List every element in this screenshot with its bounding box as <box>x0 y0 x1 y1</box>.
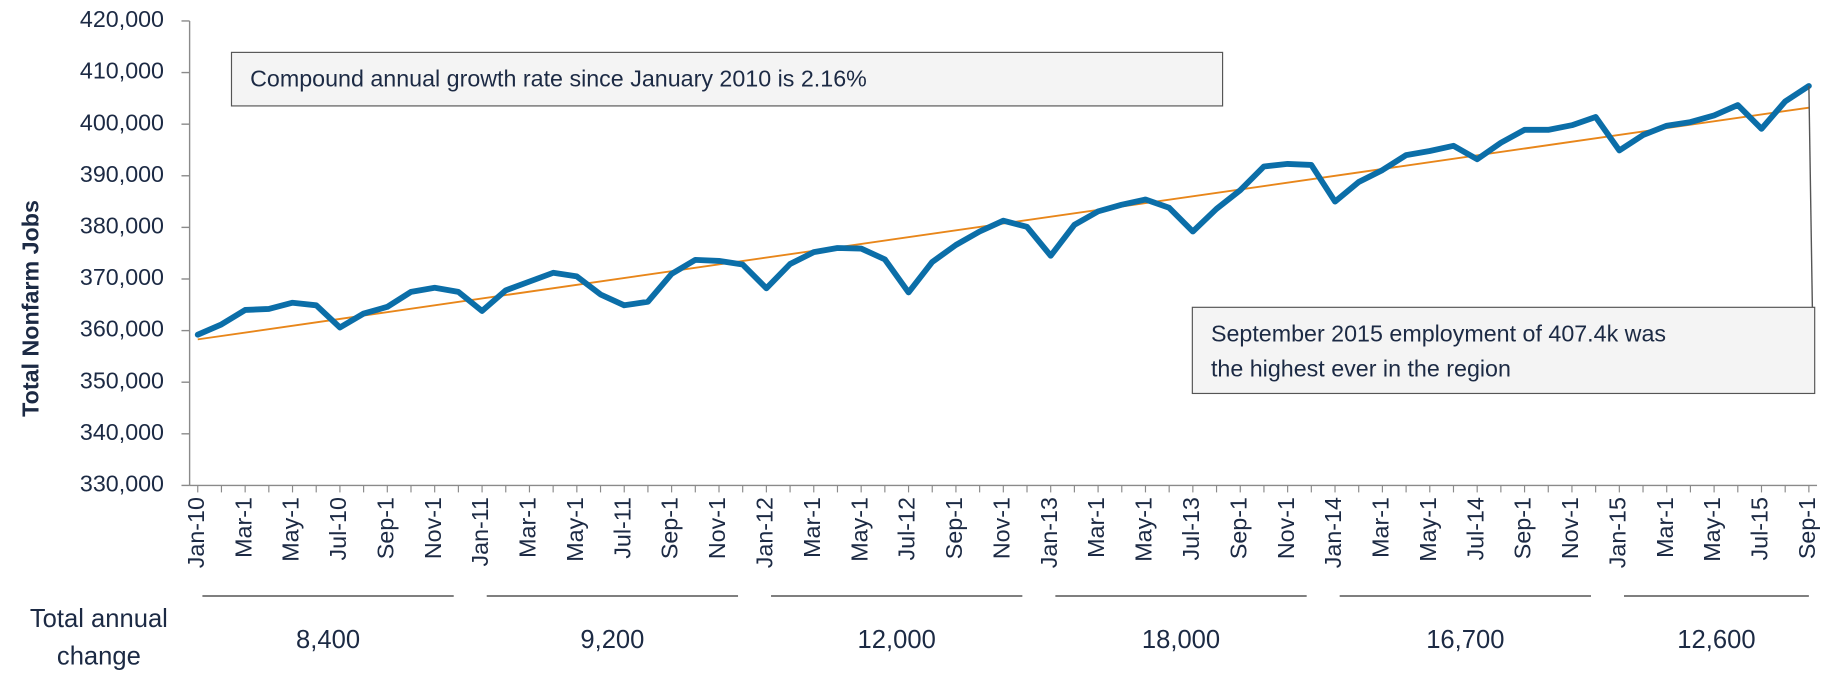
x-tick-label: May-1 <box>1415 497 1441 562</box>
annotation-leader <box>1808 85 1814 308</box>
x-tick-label: Nov-1 <box>420 497 446 559</box>
x-tick-label: Mar-1 <box>230 497 256 558</box>
annual-change-label: Total annual <box>30 605 168 633</box>
annual-change-value: 9,200 <box>580 626 644 654</box>
x-tick-label: Jul-10 <box>325 497 351 560</box>
annotation-text: the highest ever in the region <box>1211 355 1511 381</box>
x-tick-label: Jul-12 <box>894 497 920 560</box>
x-tick-label: Mar-1 <box>1368 497 1394 558</box>
annual-change-value: 16,700 <box>1426 626 1504 654</box>
x-tick-label: Jul-14 <box>1462 497 1488 560</box>
x-tick-label: Jul-15 <box>1747 497 1773 560</box>
x-tick-label: Mar-1 <box>1083 497 1109 558</box>
x-tick-label: Sep-1 <box>372 497 398 559</box>
x-tick-label: May-1 <box>278 497 304 562</box>
x-tick-label: Jan-15 <box>1604 497 1630 568</box>
data-line <box>194 83 1812 338</box>
y-tick-label: 380,000 <box>80 213 164 239</box>
x-tick-label: Jul-13 <box>1178 497 1204 560</box>
annotation-text: Compound annual growth rate since Januar… <box>250 65 867 91</box>
x-tick-label: Sep-1 <box>1794 497 1820 559</box>
y-tick-label: 370,000 <box>80 264 164 290</box>
annual-change-value: 12,000 <box>858 626 936 654</box>
x-tick-label: Sep-1 <box>941 497 967 559</box>
x-tick-label: Mar-1 <box>1652 497 1678 558</box>
x-tick-label: Sep-1 <box>1225 497 1251 559</box>
y-tick-label: 340,000 <box>80 419 164 445</box>
x-tick-label: Sep-1 <box>657 497 683 559</box>
x-tick-label: Sep-1 <box>1510 497 1536 559</box>
x-tick-label: May-1 <box>1131 497 1157 562</box>
x-tick-label: Mar-1 <box>799 497 825 558</box>
x-tick-label: Jan-14 <box>1320 497 1346 568</box>
x-tick-label: Nov-1 <box>704 497 730 559</box>
y-tick-label: 420,000 <box>80 6 164 32</box>
x-tick-label: Jan-13 <box>1036 497 1062 568</box>
y-tick-label: 390,000 <box>80 161 164 187</box>
x-tick-label: Jan-10 <box>183 497 209 568</box>
y-tick-label: 410,000 <box>80 58 164 84</box>
x-tick-label: Nov-1 <box>1273 497 1299 559</box>
x-tick-label: Jan-12 <box>752 497 778 568</box>
annual-change-value: 18,000 <box>1142 626 1220 654</box>
annual-change-label: change <box>57 642 141 670</box>
annual-change-value: 12,600 <box>1677 626 1755 654</box>
y-tick-label: 350,000 <box>80 367 164 393</box>
annotation-box <box>1191 306 1816 395</box>
x-tick-label: May-1 <box>562 497 588 562</box>
y-tick-label: 330,000 <box>80 471 164 497</box>
y-axis-label: Total Nonfarm Jobs <box>18 200 44 417</box>
y-tick-label: 360,000 <box>80 316 164 342</box>
x-tick-label: Jan-11 <box>467 497 493 566</box>
x-tick-label: Nov-1 <box>1557 497 1583 559</box>
x-tick-label: Nov-1 <box>988 497 1014 559</box>
x-tick-label: Jul-11 <box>609 497 635 559</box>
x-tick-label: May-1 <box>846 497 872 562</box>
x-tick-label: Mar-1 <box>515 497 541 558</box>
y-tick-label: 400,000 <box>80 109 164 135</box>
annotation-box <box>230 51 1224 107</box>
annotation-text: September 2015 employment of 407.4k was <box>1211 320 1666 346</box>
annual-change-value: 8,400 <box>296 626 360 654</box>
x-tick-label: May-1 <box>1699 497 1725 562</box>
